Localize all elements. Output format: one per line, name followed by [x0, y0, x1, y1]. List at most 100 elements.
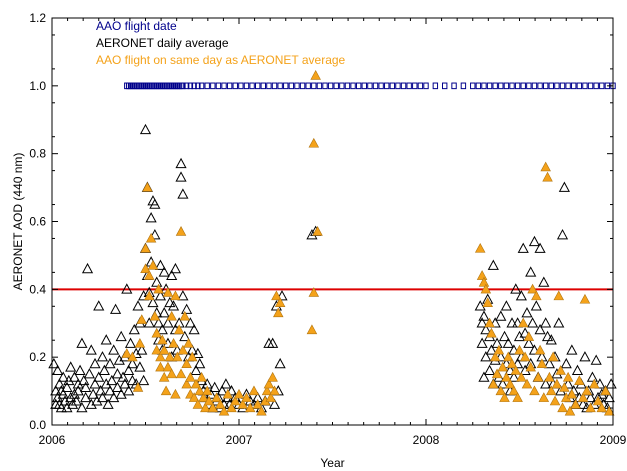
same-day-point [553, 290, 565, 301]
same-day-point [538, 392, 550, 402]
aeronet-point [169, 262, 182, 274]
y-axis-title: AERONET AOD (440 nm) [11, 153, 25, 291]
same-day-point [540, 161, 551, 172]
same-day-point [271, 290, 282, 301]
same-day-point [557, 402, 568, 413]
flight-date-marker [492, 82, 498, 90]
same-day-point [581, 385, 593, 396]
flight-date-marker [198, 82, 205, 90]
same-day-point [555, 365, 566, 375]
flight-date-marker [226, 82, 233, 90]
aeronet-point [164, 296, 176, 308]
same-day-point [151, 327, 162, 338]
aeronet-point [500, 357, 513, 369]
same-day-point [529, 385, 540, 396]
aeronet-point [566, 344, 578, 355]
aeronet-point [225, 385, 238, 396]
flight-date-marker [498, 82, 504, 90]
same-day-point [185, 371, 196, 382]
flight-date-marker [294, 82, 300, 90]
same-day-point [476, 270, 488, 280]
flight-date-marker [260, 82, 267, 90]
same-day-point [145, 232, 157, 243]
plot-area [48, 70, 617, 416]
same-day-point [269, 385, 280, 396]
aeronet-point [541, 330, 554, 342]
same-day-point [532, 371, 544, 382]
aeronet-point [85, 344, 97, 355]
aeronet-point [91, 395, 103, 406]
aeronet-point [147, 296, 159, 308]
same-day-point [600, 385, 611, 396]
flight-date-marker [271, 82, 278, 90]
plot-frame [51, 17, 614, 426]
same-day-point [177, 344, 189, 355]
same-day-point [166, 310, 177, 321]
flight-date-marker [180, 82, 186, 90]
flight-date-marker [587, 82, 594, 90]
flight-date-marker [311, 82, 317, 90]
flight-date-marker [210, 82, 216, 90]
same-day-point [484, 317, 495, 328]
flight-date-marker [305, 82, 311, 90]
flight-date-marker [372, 82, 379, 90]
aeronet-point [55, 401, 67, 413]
flight-date-marker [537, 82, 543, 90]
aeronet-point [528, 344, 541, 355]
aeronet-point [95, 385, 107, 396]
same-day-point [175, 368, 187, 379]
aeronet-point [80, 381, 92, 392]
same-day-point [559, 382, 570, 392]
same-day-point [175, 226, 187, 236]
same-day-point [527, 283, 538, 294]
aeronet-point [506, 317, 518, 328]
aeronet-point [485, 344, 498, 355]
same-day-point [523, 331, 535, 341]
aeronet-point [96, 351, 109, 362]
same-day-point [162, 287, 174, 297]
aeronet-point [158, 307, 170, 318]
aeronet-point [540, 317, 552, 328]
flight-date-marker [243, 82, 250, 90]
aeronet-point [558, 181, 570, 192]
same-day-point [155, 351, 166, 362]
same-day-point [233, 388, 245, 399]
y-tick-label: 0.0 [29, 418, 46, 432]
aeronet-point [175, 171, 187, 182]
aeronet-point [149, 229, 161, 240]
aeronet-point [123, 385, 135, 396]
same-day-point [503, 351, 514, 362]
flight-date-marker [554, 82, 560, 90]
aeronet-point [162, 317, 174, 328]
aeronet-point [89, 378, 101, 389]
x-axis-title: Year [320, 456, 344, 470]
flight-date-marker [249, 82, 255, 90]
aeronet-point [508, 344, 520, 355]
aeronet-point [276, 290, 288, 301]
flight-date-marker [417, 82, 424, 90]
flight-date-marker [266, 82, 272, 90]
same-day-point [134, 337, 146, 348]
same-day-point [226, 402, 237, 413]
aeronet-point [108, 391, 120, 403]
same-day-point [256, 405, 267, 416]
flight-date-marker [442, 82, 448, 90]
same-day-point [241, 392, 252, 402]
series-aao-same-day [121, 70, 615, 416]
aeronet-point [119, 378, 131, 389]
aeronet-point [528, 235, 541, 247]
aeronet-point [534, 323, 546, 335]
same-day-point [149, 310, 161, 321]
aeronet-point [571, 364, 584, 375]
aeronet-point [577, 398, 589, 409]
same-day-point [265, 392, 277, 402]
same-day-point [592, 395, 604, 406]
same-day-point [549, 395, 561, 406]
aeronet-point [65, 391, 77, 403]
aeronet-point [495, 351, 507, 362]
aeronet-point [540, 378, 552, 389]
same-day-point [512, 392, 523, 402]
flight-date-marker [503, 82, 510, 90]
aeronet-point [138, 374, 150, 386]
same-day-point [248, 385, 260, 396]
